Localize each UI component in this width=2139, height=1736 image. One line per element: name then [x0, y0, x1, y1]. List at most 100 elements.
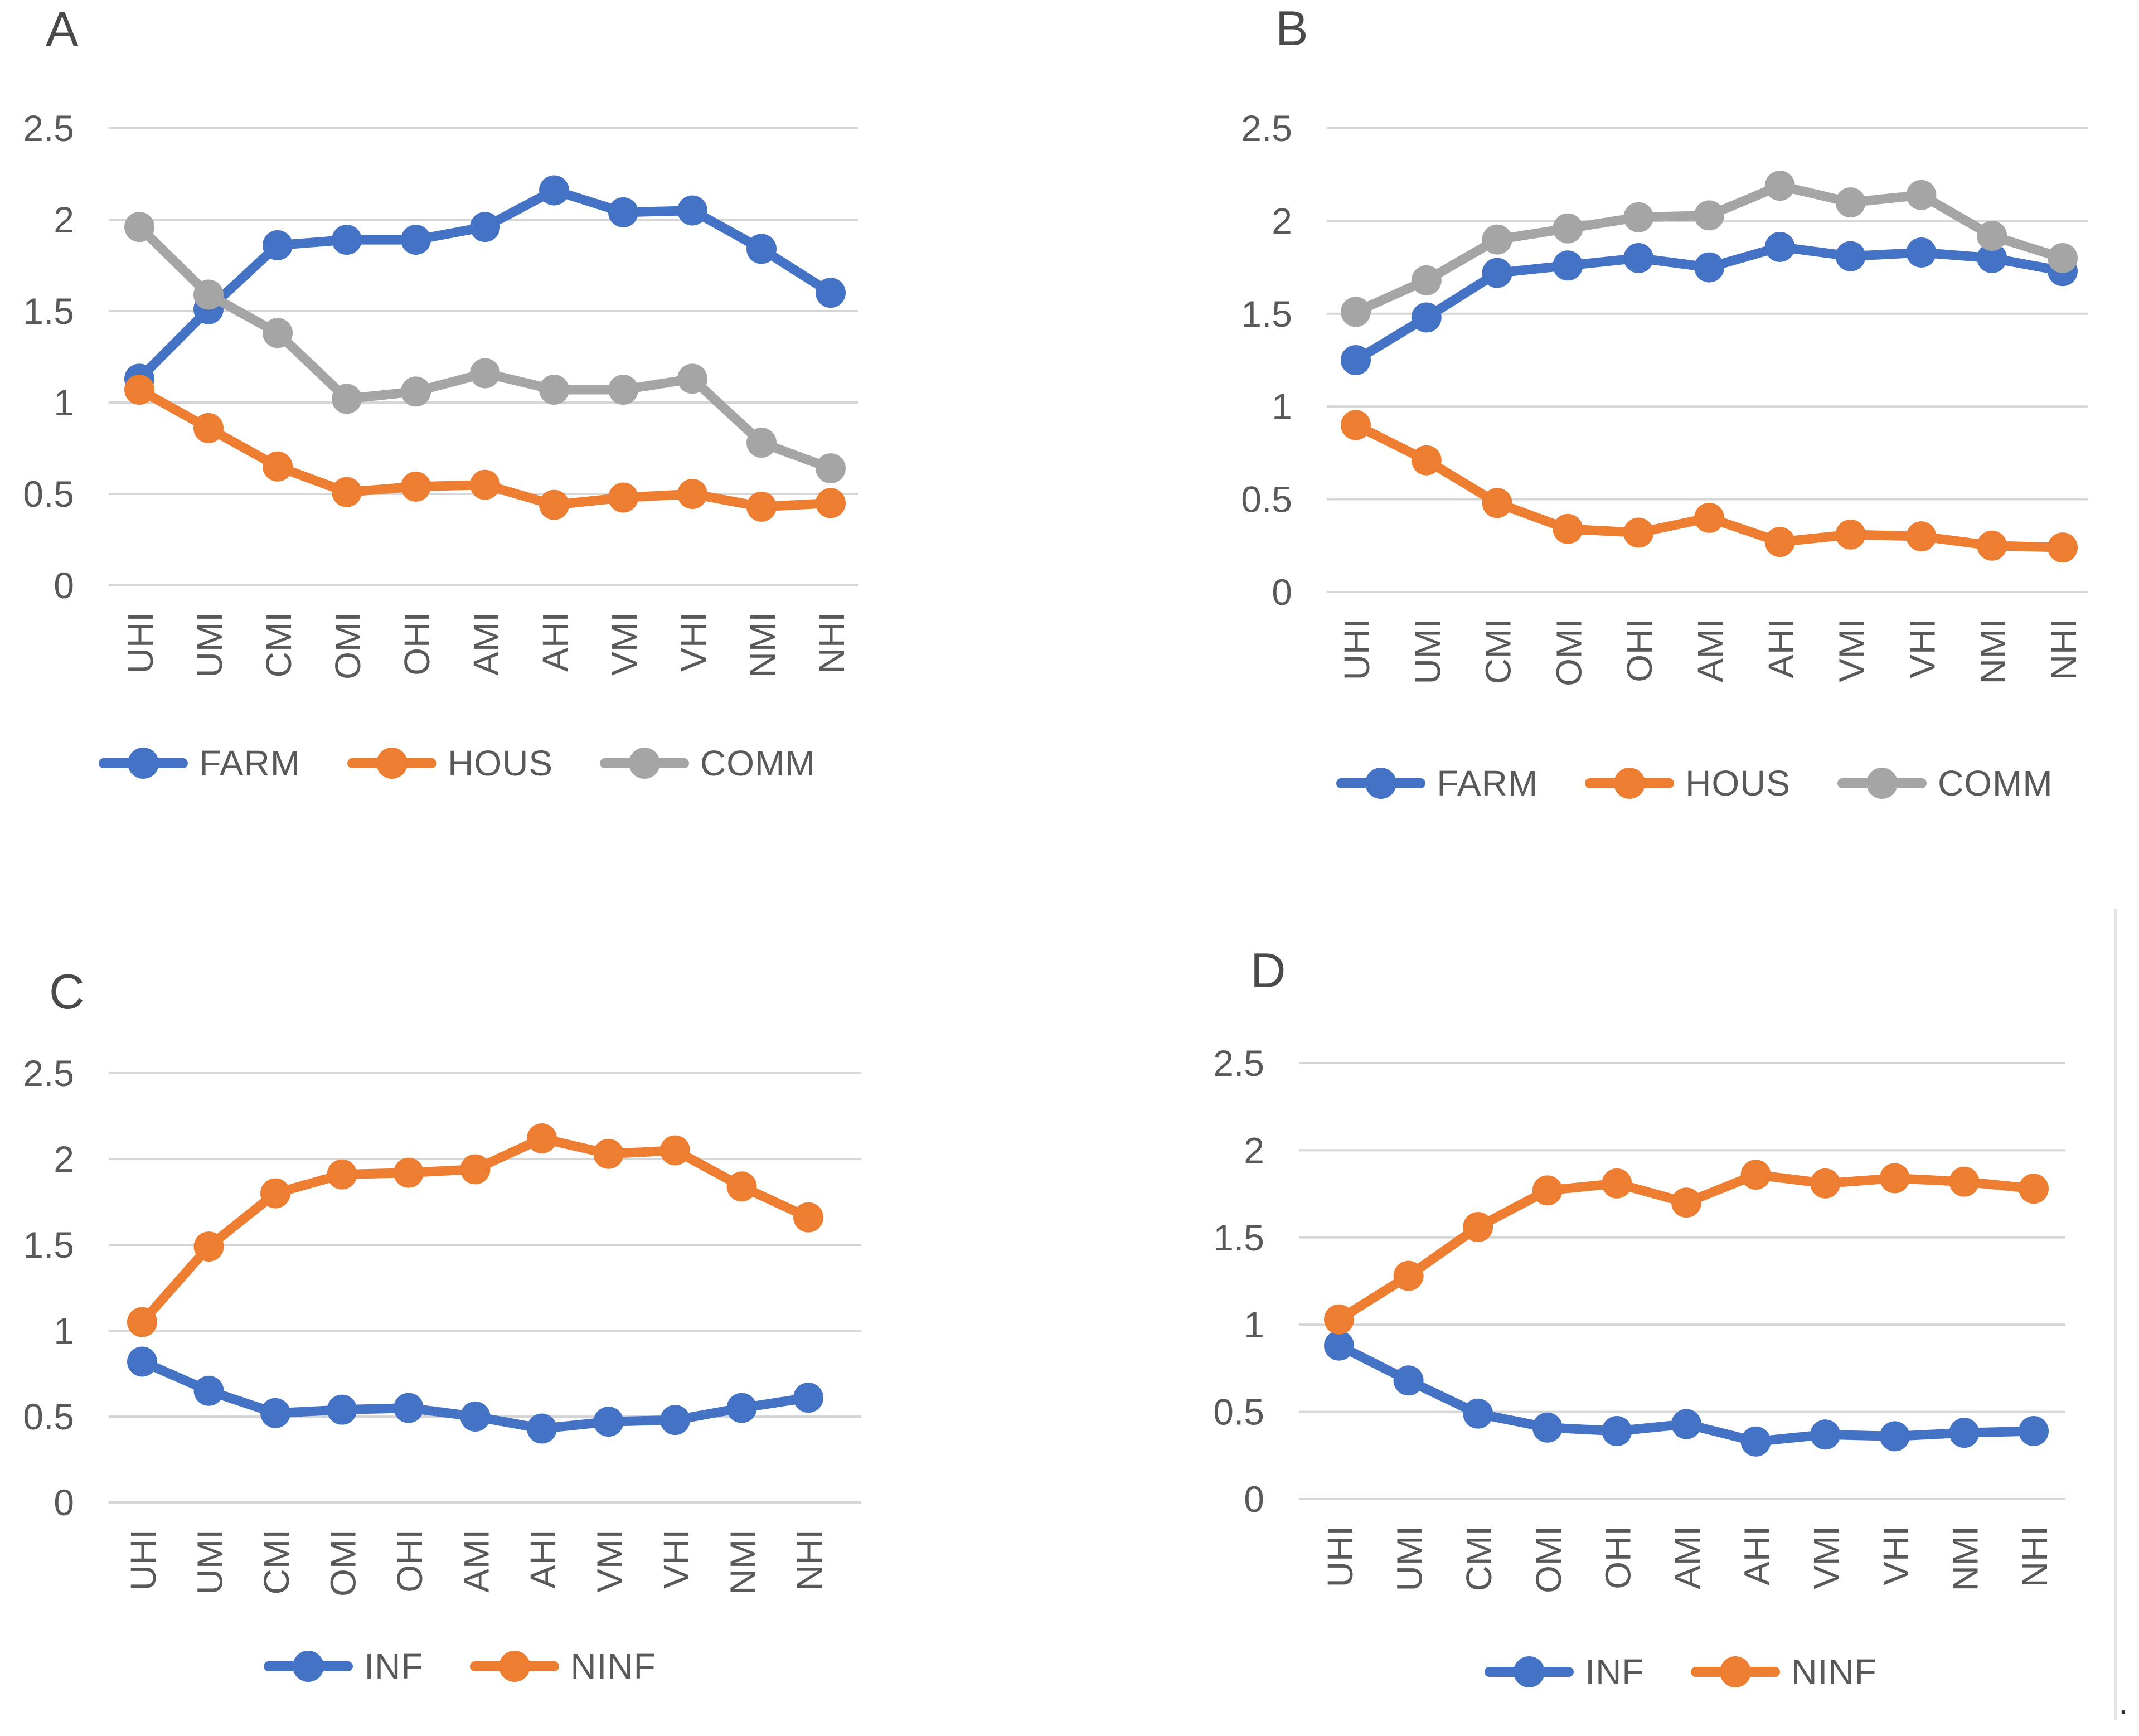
- x-axis-label: CMI: [1459, 1526, 1499, 1591]
- point-HOUS-VMI: [1835, 519, 1866, 550]
- point-INF-OMI: [327, 1394, 357, 1425]
- x-axis-label: AMI: [466, 612, 506, 676]
- point-HOUS-OHI: [1623, 517, 1654, 548]
- point-NINF-NMI: [1949, 1166, 1980, 1197]
- point-COMM-AHI: [1764, 171, 1795, 201]
- x-axis-label: UMI: [1408, 619, 1448, 684]
- legend-marker-INF: [264, 1651, 353, 1682]
- point-COMM-UMI: [193, 279, 224, 310]
- x-axis-label: VHI: [1902, 619, 1942, 678]
- legend-panel-c: INF NINF: [84, 1646, 836, 1687]
- point-NINF-VMI: [1810, 1168, 1841, 1199]
- point-NINF-UMI: [193, 1231, 224, 1262]
- y-tick-label: 2: [54, 1138, 74, 1180]
- y-tick-label: 0.5: [23, 473, 74, 515]
- point-NINF-UHI: [1324, 1304, 1354, 1335]
- point-NINF-AMI: [1671, 1187, 1701, 1218]
- x-axis-label: OMI: [328, 612, 368, 680]
- legend-panel-b: FARM HOUS COMM: [1299, 763, 2091, 804]
- legend-item-FARM: FARM: [1336, 763, 1538, 804]
- y-tick-label: 1: [1244, 1304, 1264, 1345]
- trailing-period: .: [2118, 1682, 2128, 1722]
- point-FARM-VMI: [1835, 241, 1866, 271]
- x-axis-label: OMI: [1549, 619, 1589, 686]
- legend-marker-HOUS: [1585, 768, 1675, 799]
- point-HOUS-AMI: [470, 469, 500, 500]
- point-HOUS-AHI: [1764, 527, 1795, 557]
- point-INF-NHI: [2019, 1416, 2049, 1447]
- panel-label-b: B: [1275, 1, 1308, 56]
- point-INF-OMI: [1532, 1412, 1563, 1443]
- point-HOUS-OHI: [401, 471, 431, 502]
- x-axis-label: OHI: [397, 612, 437, 676]
- x-axis-label: CMI: [256, 1529, 297, 1594]
- point-INF-AHI: [1740, 1426, 1771, 1457]
- point-NINF-AHI: [527, 1123, 557, 1154]
- point-COMM-OMI: [1553, 213, 1583, 244]
- point-COMM-CMI: [1482, 224, 1512, 255]
- x-axis-label: VHI: [1876, 1526, 1916, 1585]
- point-INF-AMI: [460, 1402, 491, 1432]
- point-FARM-UMI: [1411, 302, 1442, 333]
- y-tick-label: 1.5: [23, 1224, 74, 1265]
- point-FARM-AMI: [1694, 252, 1724, 283]
- x-axis-label: AHI: [535, 612, 575, 672]
- x-axis-label: OHI: [390, 1529, 430, 1593]
- y-tick-label: 0.5: [1213, 1391, 1264, 1433]
- point-HOUS-UMI: [193, 413, 224, 443]
- legend-panel-d: INF NINF: [1293, 1651, 2068, 1693]
- point-INF-OHI: [394, 1393, 424, 1423]
- point-INF-UMI: [193, 1375, 224, 1406]
- x-axis-label: VHI: [656, 1529, 696, 1589]
- point-NINF-UMI: [1393, 1260, 1424, 1291]
- point-COMM-NMI: [746, 428, 777, 458]
- x-axis-label: AHI: [1737, 1526, 1777, 1585]
- point-FARM-AMI: [470, 212, 500, 243]
- legend-marker-FARM: [99, 748, 188, 779]
- point-COMM-UHI: [1341, 297, 1371, 327]
- x-axis-label: NHI: [2044, 619, 2084, 680]
- legend-item-NINF: NINF: [1691, 1651, 1876, 1693]
- panel-chart-A: 0 0.5 1 1.5 2 2.5 UHI UMI CMI OMI OHI AMI AHI VMI VHI N…: [23, 108, 858, 680]
- y-tick-label: 2.5: [23, 1053, 74, 1094]
- point-INF-CMI: [260, 1398, 290, 1428]
- y-tick-label: 1: [54, 1310, 74, 1351]
- legend-item-COMM: COMM: [600, 743, 816, 784]
- point-NINF-CMI: [1463, 1212, 1493, 1243]
- point-COMM-NHI: [816, 453, 846, 484]
- point-FARM-OMI: [1553, 250, 1583, 281]
- point-NINF-OHI: [394, 1157, 424, 1188]
- legend-marker-INF: [1485, 1656, 1574, 1687]
- point-COMM-VHI: [677, 363, 707, 394]
- point-COMM-VHI: [1906, 180, 1937, 210]
- legend-item-HOUS: HOUS: [347, 743, 553, 784]
- y-tick-label: 2: [1272, 200, 1292, 241]
- point-HOUS-AMI: [1694, 502, 1724, 533]
- legend-item-INF: INF: [264, 1646, 423, 1687]
- y-tick-label: 2.5: [1241, 108, 1292, 149]
- point-HOUS-CMI: [1482, 488, 1512, 518]
- y-tick-label: 0.5: [1241, 479, 1292, 520]
- panel-label-a: A: [46, 2, 79, 57]
- panel-label-c: C: [49, 964, 85, 1019]
- point-NINF-NHI: [2019, 1174, 2049, 1204]
- point-FARM-OHI: [1623, 243, 1654, 273]
- point-COMM-UMI: [1411, 265, 1442, 295]
- x-axis-label: VMI: [604, 612, 644, 676]
- x-axis-label: NMI: [1945, 1526, 1985, 1591]
- point-FARM-NMI: [746, 234, 777, 264]
- x-axis-label: UHI: [120, 612, 161, 673]
- x-axis-label: OMI: [1529, 1526, 1569, 1593]
- legend-label-INF: INF: [364, 1646, 424, 1686]
- x-axis-label: CMI: [1478, 619, 1519, 684]
- legend-marker-COMM: [1837, 768, 1927, 799]
- point-INF-VHI: [1879, 1421, 1910, 1452]
- point-FARM-CMI: [1482, 258, 1512, 288]
- point-NINF-NMI: [726, 1171, 757, 1202]
- x-axis-label: UHI: [1320, 1526, 1360, 1587]
- point-FARM-NHI: [816, 278, 846, 308]
- legend-item-INF: INF: [1485, 1651, 1644, 1693]
- x-axis-label: VHI: [673, 612, 714, 672]
- point-INF-NMI: [1949, 1418, 1980, 1448]
- y-tick-label: 0: [54, 565, 74, 606]
